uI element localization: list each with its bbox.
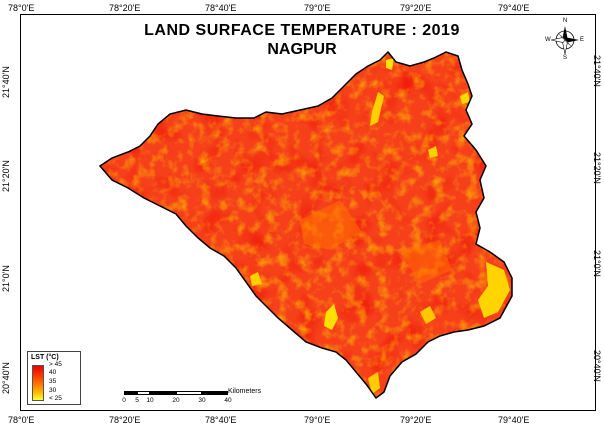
legend-title: LST (°C) bbox=[31, 354, 59, 361]
compass-south-label: S bbox=[563, 55, 568, 61]
lst-cool-zone bbox=[428, 146, 438, 158]
lst-cool-zone bbox=[386, 58, 394, 70]
lst-cool-zone bbox=[420, 306, 436, 324]
scale-segment bbox=[137, 391, 150, 395]
lon-tick-bottom: 78°40'E bbox=[205, 415, 237, 425]
lst-cool-zone bbox=[370, 92, 384, 126]
lst-warm-zone bbox=[400, 240, 452, 284]
scale-segment bbox=[202, 391, 228, 395]
lon-tick-bottom: 78°20'E bbox=[109, 415, 141, 425]
scale-label: 30 bbox=[198, 397, 206, 404]
scale-label: 40 bbox=[224, 397, 232, 404]
lon-tick-bottom: 79°40'E bbox=[498, 415, 530, 425]
lon-tick-top: 78°0'E bbox=[8, 3, 35, 13]
legend-label: 40 bbox=[49, 369, 57, 376]
map-title: LAND SURFACE TEMPERATURE : 2019 bbox=[144, 22, 460, 39]
map-subtitle: NAGPUR bbox=[267, 41, 337, 58]
legend-label: < 25 bbox=[49, 395, 62, 402]
scale-unit-label: Kilometers bbox=[228, 388, 262, 395]
lon-tick-top: 78°20'E bbox=[109, 3, 141, 13]
lst-warm-zone bbox=[300, 200, 362, 250]
lst-cool-zone bbox=[368, 372, 380, 394]
legend-label: 30 bbox=[49, 387, 57, 394]
scale-segment bbox=[150, 391, 176, 395]
scale-label: 5 bbox=[135, 397, 139, 404]
lon-tick-top: 79°0'E bbox=[304, 3, 331, 13]
compass-east-label: E bbox=[580, 37, 585, 43]
lon-tick-top: 79°40'E bbox=[498, 3, 530, 13]
lon-tick-top: 78°40'E bbox=[205, 3, 237, 13]
scale-label: 0 bbox=[122, 397, 126, 404]
lon-tick-bottom: 78°0'E bbox=[8, 415, 35, 425]
legend-label: 35 bbox=[49, 378, 57, 385]
scale-label: 10 bbox=[146, 397, 154, 404]
compass-north-label: N bbox=[563, 18, 568, 24]
legend-label: > 45 bbox=[49, 361, 62, 368]
compass-rose-icon bbox=[550, 26, 579, 55]
lst-cool-zone bbox=[460, 92, 470, 104]
lon-tick-bottom: 79°0'E bbox=[304, 415, 331, 425]
lst-cool-zone bbox=[478, 262, 510, 318]
scale-segment bbox=[176, 391, 202, 395]
lst-cool-zone bbox=[250, 272, 262, 286]
north-arrow-compass: N S E W bbox=[545, 18, 585, 62]
lst-legend: LST (°C) > 45 40 35 30 < 25 bbox=[27, 351, 81, 405]
scale-label: 20 bbox=[172, 397, 180, 404]
lon-tick-bottom: 79°20'E bbox=[400, 415, 432, 425]
lon-tick-top: 79°20'E bbox=[400, 3, 432, 13]
legend-color-ramp bbox=[32, 365, 44, 401]
compass-west-label: W bbox=[545, 37, 551, 43]
lst-cool-zone bbox=[324, 304, 338, 330]
scale-segment bbox=[124, 391, 137, 395]
